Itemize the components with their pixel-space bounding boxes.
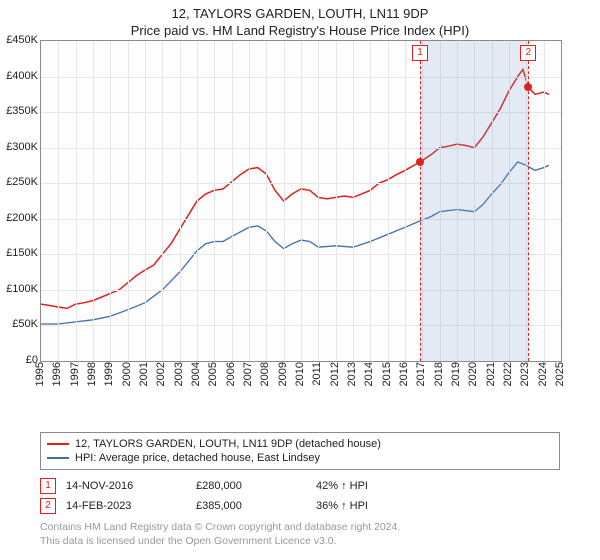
gridline-v bbox=[197, 41, 198, 361]
x-tick-label: 2017 bbox=[415, 362, 427, 386]
y-tick-label: £250K bbox=[0, 176, 38, 188]
y-tick-label: £100K bbox=[0, 283, 38, 295]
x-tick-label: 2020 bbox=[467, 362, 479, 386]
y-tick-label: £200K bbox=[0, 212, 38, 224]
x-tick-label: 2008 bbox=[259, 362, 271, 386]
sale-row-price: £280,000 bbox=[196, 480, 316, 492]
y-tick-label: £300K bbox=[0, 141, 38, 153]
chart-container: 12, TAYLORS GARDEN, LOUTH, LN11 9DP Pric… bbox=[0, 0, 600, 548]
gridline-v bbox=[232, 41, 233, 361]
sale-marker-badge: 2 bbox=[520, 45, 536, 61]
sale-row-price: £385,000 bbox=[196, 500, 316, 512]
x-tick-label: 2023 bbox=[519, 362, 531, 386]
x-tick-label: 2021 bbox=[485, 362, 497, 386]
x-tick-label: 2002 bbox=[155, 362, 167, 386]
x-tick-label: 2011 bbox=[311, 362, 323, 386]
y-tick-label: £150K bbox=[0, 247, 38, 259]
sale-row-delta: 36% ↑ HPI bbox=[316, 500, 426, 512]
x-tick-label: 1998 bbox=[86, 362, 98, 386]
sale-row-badge: 1 bbox=[40, 478, 56, 494]
legend-swatch bbox=[47, 457, 69, 459]
sale-marker-line bbox=[420, 41, 421, 361]
gridline-v bbox=[388, 41, 389, 361]
x-tick-label: 2013 bbox=[346, 362, 358, 386]
x-tick-label: 2018 bbox=[433, 362, 445, 386]
gridline-v bbox=[214, 41, 215, 361]
x-tick-label: 1995 bbox=[34, 362, 46, 386]
gridline-v bbox=[284, 41, 285, 361]
ownership-shade bbox=[420, 41, 528, 361]
sale-marker-badge: 1 bbox=[412, 45, 428, 61]
x-tick-label: 2024 bbox=[537, 362, 549, 386]
gridline-v bbox=[128, 41, 129, 361]
title-subtitle: Price paid vs. HM Land Registry's House … bbox=[0, 23, 600, 38]
gridline-v bbox=[110, 41, 111, 361]
sale-marker-dot bbox=[524, 83, 532, 91]
x-axis: 1995199619971998199920002001200220032004… bbox=[40, 362, 560, 422]
legend-swatch bbox=[47, 443, 69, 445]
x-tick-label: 2007 bbox=[242, 362, 254, 386]
x-tick-label: 2019 bbox=[450, 362, 462, 386]
chart-area: £0£50K£100K£150K£200K£250K£300K£350K£400… bbox=[40, 40, 600, 380]
footer-line1: Contains HM Land Registry data © Crown c… bbox=[40, 520, 560, 534]
x-tick-label: 2016 bbox=[398, 362, 410, 386]
gridline-v bbox=[544, 41, 545, 361]
gridline-v bbox=[405, 41, 406, 361]
sale-row-badge: 2 bbox=[40, 498, 56, 514]
gridline-v bbox=[93, 41, 94, 361]
y-axis: £0 £50K £100K £150K £200K £250K £300K £350K £400… bbox=[0, 40, 38, 380]
x-tick-label: 2006 bbox=[225, 362, 237, 386]
x-tick-label: 1997 bbox=[69, 362, 81, 386]
x-tick-label: 2015 bbox=[381, 362, 393, 386]
y-tick-label: £400K bbox=[0, 70, 38, 82]
sale-row-date: 14-FEB-2023 bbox=[66, 500, 196, 512]
below-chart: 12, TAYLORS GARDEN, LOUTH, LN11 9DP (det… bbox=[40, 432, 560, 548]
gridline-v bbox=[353, 41, 354, 361]
sale-row-delta: 42% ↑ HPI bbox=[316, 480, 426, 492]
gridline-v bbox=[266, 41, 267, 361]
sales-table: 1 14-NOV-2016£280,00042% ↑ HPI 2 14-FEB-202… bbox=[40, 478, 560, 514]
legend-label: 12, TAYLORS GARDEN, LOUTH, LN11 9DP (det… bbox=[75, 438, 381, 450]
footer: Contains HM Land Registry data © Crown c… bbox=[40, 520, 560, 548]
sale-marker-dot bbox=[416, 158, 424, 166]
gridline-v bbox=[249, 41, 250, 361]
gridline-v bbox=[301, 41, 302, 361]
x-tick-label: 2005 bbox=[207, 362, 219, 386]
title-address: 12, TAYLORS GARDEN, LOUTH, LN11 9DP bbox=[0, 6, 600, 21]
y-tick-label: £50K bbox=[0, 318, 38, 330]
x-tick-label: 2012 bbox=[329, 362, 341, 386]
x-tick-label: 2014 bbox=[363, 362, 375, 386]
footer-line2: This data is licensed under the Open Gov… bbox=[40, 534, 560, 548]
x-tick-label: 1999 bbox=[103, 362, 115, 386]
legend-label: HPI: Average price, detached house, East… bbox=[75, 452, 320, 464]
gridline-v bbox=[318, 41, 319, 361]
x-tick-label: 2009 bbox=[277, 362, 289, 386]
x-tick-label: 2000 bbox=[121, 362, 133, 386]
gridline-v bbox=[336, 41, 337, 361]
y-tick-label: £0 bbox=[0, 354, 38, 366]
x-tick-label: 2022 bbox=[502, 362, 514, 386]
x-tick-label: 2001 bbox=[138, 362, 150, 386]
plot-area: 12 bbox=[40, 40, 562, 362]
sale-row-date: 14-NOV-2016 bbox=[66, 480, 196, 492]
gridline-v bbox=[145, 41, 146, 361]
titles: 12, TAYLORS GARDEN, LOUTH, LN11 9DP Pric… bbox=[0, 0, 600, 40]
x-tick-label: 2003 bbox=[173, 362, 185, 386]
legend: 12, TAYLORS GARDEN, LOUTH, LN11 9DP (det… bbox=[40, 432, 560, 470]
legend-item: 12, TAYLORS GARDEN, LOUTH, LN11 9DP (det… bbox=[47, 437, 553, 451]
gridline-v bbox=[180, 41, 181, 361]
y-tick-label: £350K bbox=[0, 105, 38, 117]
gridline-v bbox=[162, 41, 163, 361]
x-tick-label: 2025 bbox=[554, 362, 566, 386]
y-tick-label: £450K bbox=[0, 34, 38, 46]
gridline-v bbox=[76, 41, 77, 361]
x-tick-label: 2010 bbox=[294, 362, 306, 386]
legend-item: HPI: Average price, detached house, East… bbox=[47, 451, 553, 465]
gridline-v bbox=[58, 41, 59, 361]
x-tick-label: 1996 bbox=[51, 362, 63, 386]
gridline-v bbox=[370, 41, 371, 361]
x-tick-label: 2004 bbox=[190, 362, 202, 386]
